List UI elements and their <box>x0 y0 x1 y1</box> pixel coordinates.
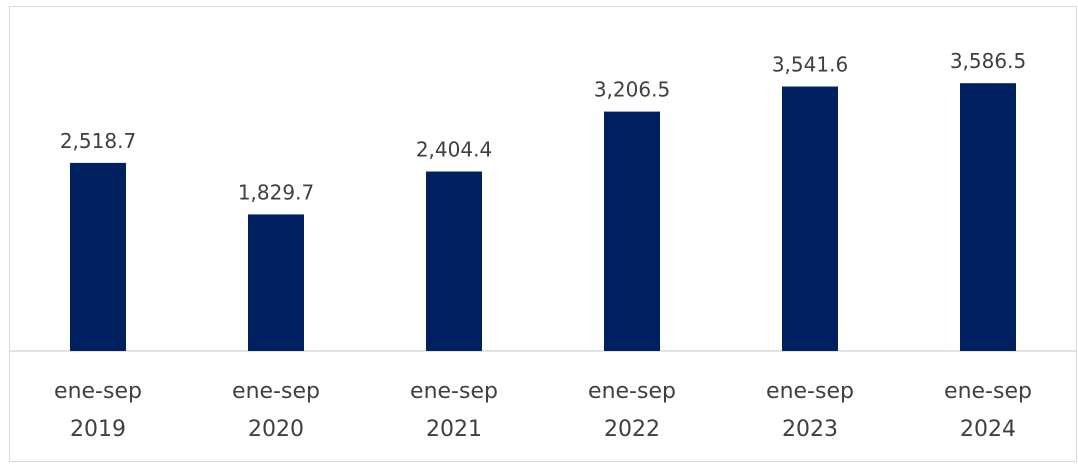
bar-2023 <box>782 86 838 351</box>
x-tick-label-year: 2024 <box>960 417 1016 442</box>
x-tick-label-period: ene-sep <box>588 379 676 404</box>
x-tick-label-year: 2019 <box>70 417 126 442</box>
x-tick-label-year: 2023 <box>782 417 838 442</box>
bar-2022 <box>604 111 660 351</box>
x-tick-label-year: 2021 <box>426 417 482 442</box>
x-tick-label-period: ene-sep <box>410 379 498 404</box>
data-label-2024: 3,586.5 <box>950 49 1026 73</box>
chart-frame <box>9 6 1077 462</box>
x-tick-label-period: ene-sep <box>766 379 854 404</box>
x-tick-label-2024: ene-sep 2024 <box>944 379 1032 442</box>
x-tick-label-year: 2022 <box>604 417 660 442</box>
data-label-2021: 2,404.4 <box>416 138 492 162</box>
x-tick-label-period: ene-sep <box>232 379 320 404</box>
x-tick-label-period: ene-sep <box>54 379 142 404</box>
bar-2024 <box>960 83 1016 351</box>
bar-2019 <box>70 162 126 351</box>
bar-2020 <box>248 214 304 351</box>
x-tick-label-2020: ene-sep 2020 <box>232 379 320 442</box>
bar-2021 <box>426 171 482 351</box>
data-label-2020: 1,829.7 <box>238 180 314 204</box>
x-tick-label-2021: ene-sep 2021 <box>410 379 498 442</box>
data-label-2022: 3,206.5 <box>594 78 670 102</box>
x-tick-label-2019: ene-sep 2019 <box>54 379 142 442</box>
data-label-2023: 3,541.6 <box>772 53 848 77</box>
x-tick-label-2023: ene-sep 2023 <box>766 379 854 442</box>
x-tick-label-year: 2020 <box>248 417 304 442</box>
x-tick-label-2022: ene-sep 2022 <box>588 379 676 442</box>
data-label-2019: 2,518.7 <box>60 129 136 153</box>
x-tick-label-period: ene-sep <box>944 379 1032 404</box>
